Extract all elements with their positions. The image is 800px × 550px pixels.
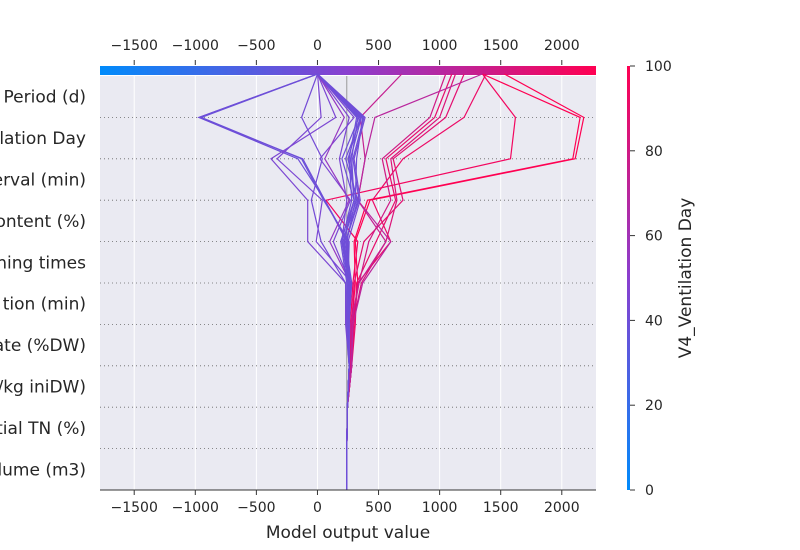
x-tick-label: −500 [237, 500, 275, 516]
colorbar-tick-label: 20 [645, 398, 663, 414]
feature-label: lume (m3) [0, 460, 86, 480]
feature-label: tion (min) [3, 295, 86, 315]
feature-label: erval (min) [0, 171, 86, 191]
colorbar-ticks: 0 20 40 60 80 100 [630, 59, 672, 499]
top-tick-label: 1500 [483, 38, 519, 54]
feature-label: Period (d) [4, 88, 86, 108]
colorbar-tick-label: 0 [645, 483, 654, 499]
x-tick-label: −1500 [111, 500, 158, 516]
x-tick-label: 1000 [422, 500, 458, 516]
x-tick-label: 500 [365, 500, 392, 516]
top-tick-label: −1000 [172, 38, 219, 54]
feature-label: /kg iniDW) [0, 378, 86, 398]
colorbar-label: V4_Ventilation Day [676, 198, 696, 359]
decision-path [317, 73, 363, 490]
top-tick-label: 1000 [422, 38, 458, 54]
colorbar-tick-label: 60 [645, 229, 663, 245]
feature-label: ning times [0, 253, 86, 273]
x-tick-label: 0 [313, 500, 322, 516]
feature-label: ontent (%) [0, 212, 86, 232]
top-tick-label: 500 [365, 38, 392, 54]
feature-labels: Period (d) lation Day erval (min) ontent (%… [0, 88, 86, 481]
feature-label: lation Day [0, 129, 86, 149]
top-tick-label: −1500 [111, 38, 158, 54]
feature-label: ate (%DW) [0, 336, 86, 356]
x-tick-label: 1500 [483, 500, 519, 516]
top-color-bar [100, 66, 596, 75]
top-tick-label: 0 [313, 38, 322, 54]
colorbar-tick-label: 80 [645, 144, 663, 160]
feature-label: tial TN (%) [0, 419, 86, 439]
top-tick-label: 2000 [544, 38, 580, 54]
decision-paths [197, 73, 585, 490]
top-x-ticks: −1500 −1000 −500 0 500 1000 1500 2000 [111, 38, 580, 65]
top-tick-label: −500 [237, 38, 275, 54]
colorbar-tick-label: 100 [645, 59, 672, 75]
x-tick-label: −1000 [172, 500, 219, 516]
x-tick-label: 2000 [544, 500, 580, 516]
colorbar-tick-label: 40 [645, 313, 663, 329]
x-axis-label: Model output value [266, 523, 430, 543]
bottom-x-ticks: −1500 −1000 −500 0 500 1000 1500 2000 [111, 490, 580, 516]
colorbar [627, 66, 630, 490]
